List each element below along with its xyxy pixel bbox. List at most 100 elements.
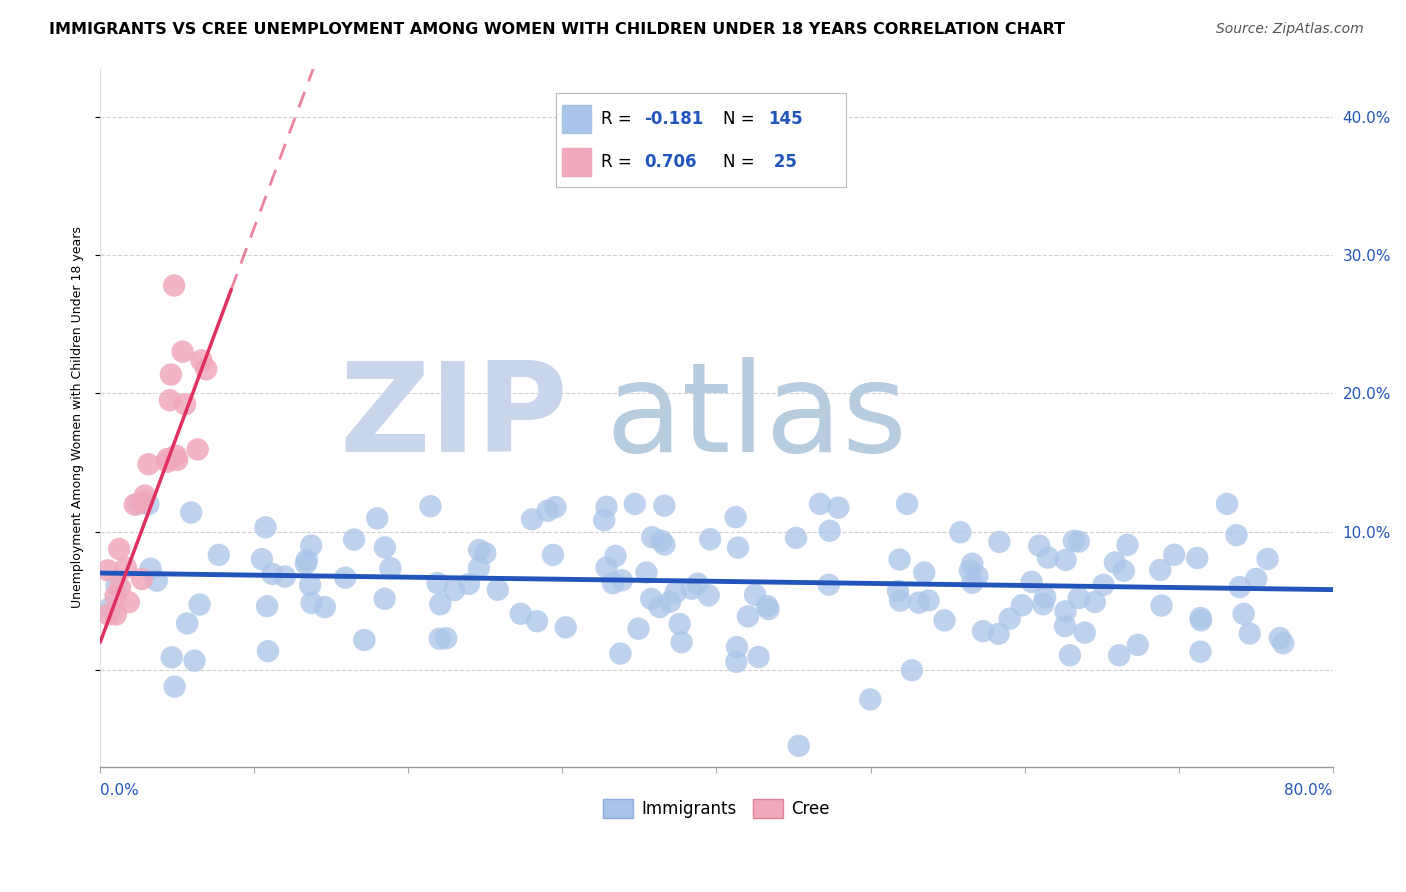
Point [756, 599, 779, 613]
Point [664, 585, 686, 599]
Point [610, 574, 633, 588]
Point [887, 584, 910, 599]
Point [536, 504, 558, 518]
Point [262, 566, 284, 581]
Point [1021, 574, 1043, 589]
Point [180, 506, 202, 520]
Point [434, 632, 457, 646]
Point [165, 449, 187, 463]
Point [650, 533, 672, 548]
Point [1059, 648, 1081, 663]
Point [1067, 534, 1090, 549]
Point [172, 344, 194, 359]
Point [998, 612, 1021, 626]
Point [1036, 550, 1059, 565]
Point [758, 602, 780, 616]
Point [1028, 539, 1050, 553]
Point [1225, 528, 1247, 542]
Point [509, 607, 531, 621]
Point [908, 596, 931, 610]
Point [817, 578, 839, 592]
Point [1067, 591, 1090, 605]
Point [299, 578, 322, 592]
Point [1033, 591, 1056, 605]
Point [160, 368, 183, 382]
Point [188, 598, 211, 612]
Point [254, 520, 277, 534]
Point [889, 552, 911, 566]
Point [623, 497, 645, 511]
Point [737, 609, 759, 624]
Point [380, 561, 402, 575]
Point [156, 455, 179, 469]
Point [785, 531, 807, 545]
Point [593, 513, 616, 527]
Point [949, 525, 972, 540]
Point [97, 607, 120, 622]
Point [654, 538, 676, 552]
Point [681, 582, 703, 596]
Point [595, 500, 617, 514]
Text: Source: ZipAtlas.com: Source: ZipAtlas.com [1216, 22, 1364, 37]
Point [724, 510, 747, 524]
Point [602, 576, 624, 591]
Point [159, 393, 181, 408]
Point [374, 541, 396, 555]
Point [131, 572, 153, 586]
Point [962, 575, 984, 590]
Point [725, 655, 748, 669]
Text: atlas: atlas [606, 357, 908, 478]
Point [114, 560, 136, 574]
Point [544, 500, 567, 515]
Point [959, 563, 981, 577]
Point [787, 739, 810, 753]
Point [1054, 553, 1077, 567]
Text: 80.0%: 80.0% [1285, 783, 1333, 798]
Point [156, 451, 179, 466]
Point [301, 596, 323, 610]
Point [966, 569, 988, 583]
Point [127, 497, 149, 511]
Point [429, 597, 451, 611]
Point [1244, 572, 1267, 586]
Point [988, 534, 1011, 549]
Point [636, 566, 658, 580]
Legend: Immigrants, Cree: Immigrants, Cree [596, 792, 837, 824]
Point [486, 582, 509, 597]
Point [1257, 552, 1279, 566]
Point [256, 599, 278, 614]
Point [1150, 599, 1173, 613]
Point [174, 397, 197, 411]
Point [295, 557, 318, 571]
Point [208, 548, 231, 562]
Point [609, 647, 631, 661]
Point [139, 562, 162, 576]
Point [1163, 548, 1185, 562]
Point [108, 581, 131, 595]
Point [1053, 619, 1076, 633]
Point [1074, 625, 1097, 640]
Point [1189, 613, 1212, 627]
Point [419, 499, 441, 513]
Point [1187, 551, 1209, 566]
Point [474, 546, 496, 560]
Point [118, 595, 141, 609]
Point [744, 588, 766, 602]
Point [889, 593, 911, 607]
Point [1116, 538, 1139, 552]
Point [541, 548, 564, 562]
Point [917, 593, 939, 607]
Point [335, 571, 357, 585]
Point [190, 353, 212, 368]
Point [166, 453, 188, 467]
Point [295, 553, 318, 567]
Point [163, 680, 186, 694]
Point [648, 600, 671, 615]
Point [1112, 564, 1135, 578]
Point [1189, 645, 1212, 659]
Point [962, 557, 984, 571]
Point [1011, 599, 1033, 613]
Point [108, 541, 131, 556]
Point [640, 591, 662, 606]
Point [912, 566, 935, 580]
